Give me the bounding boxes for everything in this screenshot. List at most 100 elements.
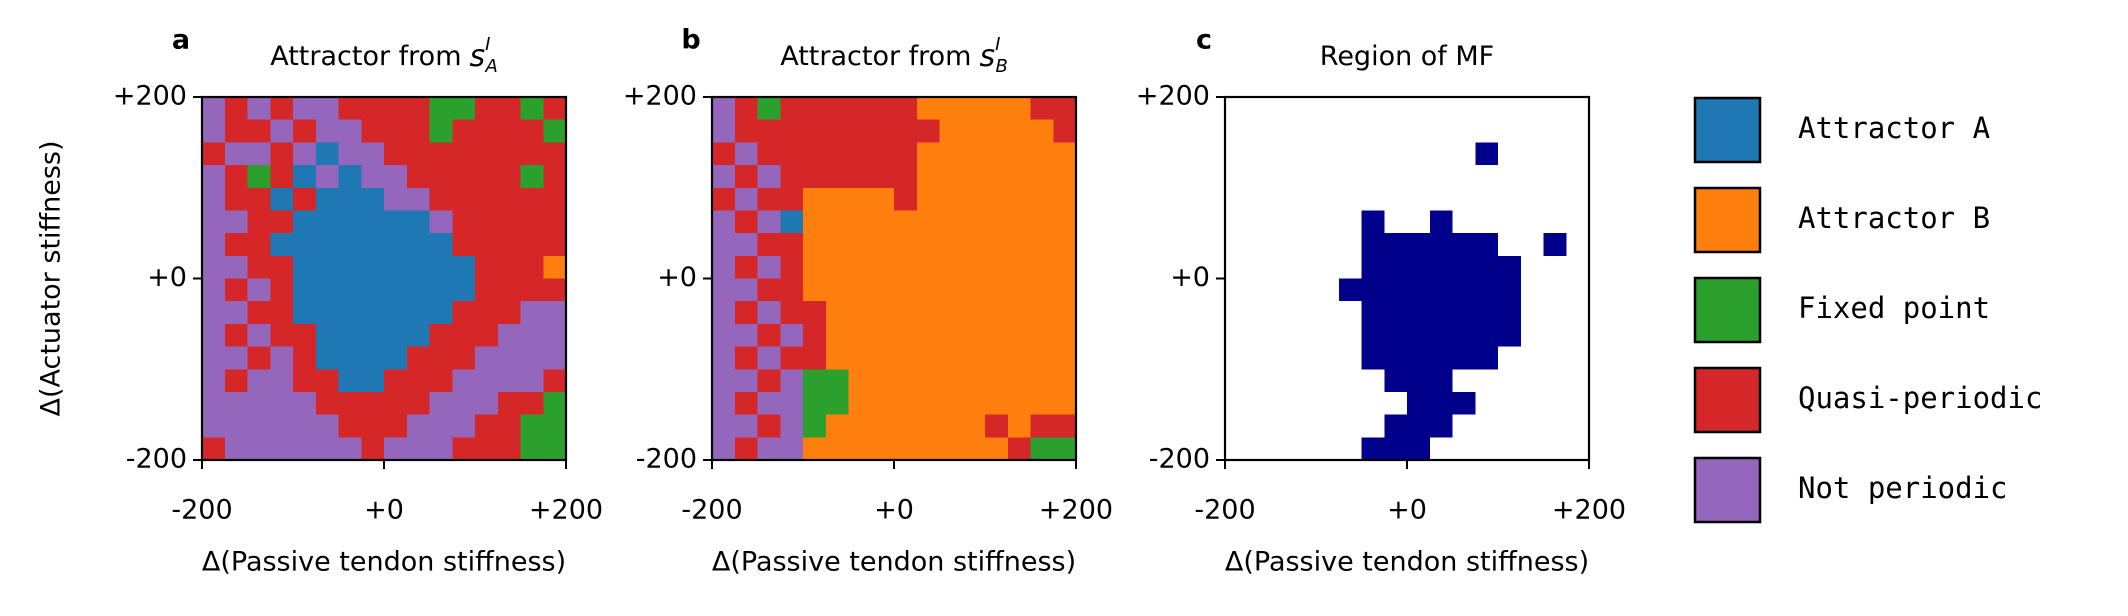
heatmap-cell — [1316, 301, 1340, 325]
heatmap-cell — [1566, 391, 1590, 416]
heatmap-cell — [475, 255, 499, 280]
heatmap-cell — [1030, 187, 1054, 212]
heatmap-cell — [1429, 301, 1454, 325]
heatmap-cell — [452, 255, 476, 280]
heatmap-cell — [247, 142, 271, 166]
heatmap-cell — [429, 391, 453, 416]
heatmap-cell — [497, 187, 522, 212]
heatmap-cell — [1338, 255, 1363, 280]
heatmap-cell — [1247, 97, 1272, 121]
heatmap-cell — [1293, 346, 1317, 370]
heatmap-cell — [1498, 97, 1522, 121]
heatmap-cell — [1475, 437, 1499, 461]
heatmap-cell — [520, 165, 544, 189]
heatmap-cell — [1407, 187, 1431, 212]
heatmap-cell — [361, 233, 385, 257]
heatmap-cell — [315, 233, 340, 257]
heatmap-cell — [406, 187, 431, 212]
heatmap-cell — [712, 414, 736, 438]
heatmap-cell — [475, 187, 499, 212]
heatmap-cell — [224, 437, 249, 461]
heatmap-cell — [270, 142, 294, 166]
heatmap-cell — [848, 255, 872, 280]
heatmap-cell — [1429, 142, 1454, 166]
heatmap-cell — [1384, 301, 1408, 325]
heatmap-cell — [916, 255, 941, 280]
heatmap-cell — [825, 165, 850, 189]
heatmap-cell — [361, 437, 385, 461]
heatmap-cell — [406, 233, 431, 257]
heatmap-cell — [985, 233, 1009, 257]
heatmap-cell — [985, 255, 1009, 280]
heatmap-cell — [962, 278, 986, 302]
heatmap-cell — [894, 414, 918, 438]
heatmap-cell — [1429, 165, 1454, 189]
x-axis-label: Δ(Passive tendon stiffness) — [1225, 547, 1589, 578]
heatmap-cell — [406, 97, 431, 121]
heatmap-cell — [406, 301, 431, 325]
heatmap-cell — [1520, 233, 1545, 257]
heatmap-cell — [825, 323, 850, 348]
heatmap-cell — [757, 391, 781, 416]
heatmap-cell — [1053, 142, 1077, 166]
heatmap-cell — [1053, 119, 1077, 143]
x-tick-label: +0 — [364, 495, 404, 526]
heatmap-cell — [384, 187, 408, 212]
heatmap-cell — [1030, 255, 1054, 280]
heatmap-cell — [315, 187, 340, 212]
heatmap-cell — [1498, 210, 1522, 234]
heatmap-cell — [1475, 187, 1499, 212]
heatmap-cell — [712, 255, 736, 280]
heatmap-cell — [1475, 414, 1499, 438]
legend-label: Fixed point — [1798, 291, 1990, 325]
heatmap-cell — [361, 142, 385, 166]
heatmap-cell — [825, 301, 850, 325]
heatmap-cell — [780, 391, 804, 416]
heatmap-cell — [247, 414, 271, 438]
heatmap-cell — [1520, 301, 1545, 325]
heatmap-cell — [916, 210, 941, 234]
panel-label: c — [1196, 25, 1212, 56]
heatmap-cell — [202, 346, 226, 370]
heatmap-cell — [224, 278, 249, 302]
y-tick-label: +0 — [657, 262, 697, 293]
heatmap-cell — [1498, 414, 1522, 438]
heatmap-cell — [361, 278, 385, 302]
heatmap-cell — [224, 233, 249, 257]
heatmap-cell — [338, 369, 362, 393]
heatmap-cell — [452, 210, 476, 234]
heatmap-cell — [1338, 437, 1363, 461]
heatmap-cell — [224, 210, 249, 234]
heatmap-cell — [712, 346, 736, 370]
heatmap-cell — [543, 97, 567, 121]
heatmap-cell — [939, 391, 963, 416]
heatmap-cell — [1007, 346, 1032, 370]
heatmap-cell — [361, 391, 385, 416]
heatmap-cell — [894, 119, 918, 143]
heatmap-cell — [475, 278, 499, 302]
heatmap-cell — [270, 414, 294, 438]
heatmap-cell — [384, 346, 408, 370]
heatmap-cell — [475, 437, 499, 461]
heatmap-cell — [315, 414, 340, 438]
heatmap-cell — [1225, 301, 1249, 325]
heatmap-cell — [429, 187, 453, 212]
heatmap-cell — [1316, 187, 1340, 212]
heatmap-cell — [803, 142, 827, 166]
heatmap-cell — [712, 210, 736, 234]
heatmap-cell — [338, 210, 362, 234]
heatmap-cell — [803, 301, 827, 325]
heatmap-cell — [1030, 346, 1054, 370]
heatmap-cell — [1407, 391, 1431, 416]
heatmap-cell — [1293, 119, 1317, 143]
heatmap-cell — [1361, 346, 1385, 370]
heatmap-cell — [1316, 165, 1340, 189]
heatmap-cell — [384, 391, 408, 416]
heatmap-cell — [1316, 233, 1340, 257]
heatmap-cell — [985, 323, 1009, 348]
heatmap-cell — [825, 255, 850, 280]
heatmap-cell — [757, 323, 781, 348]
heatmap-cell — [1053, 369, 1077, 393]
heatmap-cell — [1498, 323, 1522, 348]
heatmap-cell — [293, 414, 317, 438]
